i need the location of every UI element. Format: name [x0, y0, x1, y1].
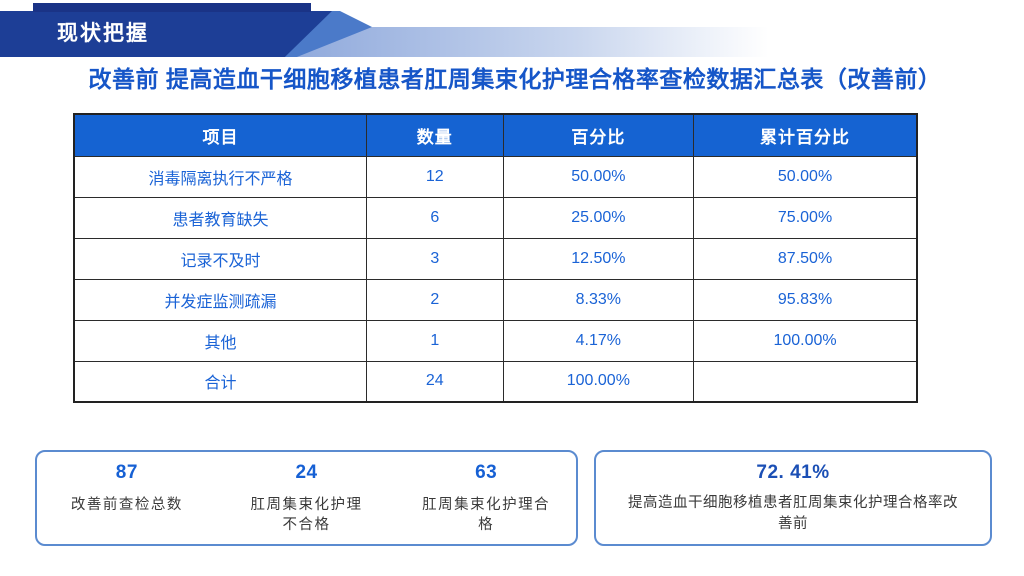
stat-label: 肛周集束化护理 不合格 [250, 497, 363, 534]
cell-cumulative: 100.00% [693, 319, 918, 362]
cell-percent: 12.50% [502, 237, 695, 280]
stat-card-unqualified: 24 肛周集束化护理 不合格 [217, 462, 397, 544]
stat-value: 63 [475, 462, 498, 483]
table-row: 并发症监测疏漏 2 8.33% 95.83% [73, 278, 918, 321]
section-header-label: 现状把握 [57, 22, 149, 45]
stat-label: 改善前查检总数 [70, 497, 183, 513]
cell-percent: 50.00% [502, 155, 695, 198]
column-header-item: 项目 [73, 113, 368, 157]
table-row: 其他 1 4.17% 100.00% [73, 319, 918, 362]
banner-top-strip [33, 3, 311, 12]
column-header-cumulative: 累计百分比 [693, 113, 918, 157]
cell-percent: 100.00% [502, 360, 695, 403]
banner-gradient-band [290, 27, 810, 57]
banner-navy-shape [0, 11, 332, 57]
column-header-count: 数量 [366, 113, 504, 157]
cell-count: 24 [366, 360, 504, 403]
stat-value: 24 [295, 462, 318, 483]
cell-item: 记录不及时 [73, 237, 368, 280]
column-header-percent: 百分比 [502, 113, 695, 157]
cell-cumulative: 75.00% [693, 196, 918, 239]
cell-percent: 25.00% [502, 196, 695, 239]
cell-count: 1 [366, 319, 504, 362]
cell-item: 其他 [73, 319, 368, 362]
cell-cumulative: 95.83% [693, 278, 918, 321]
page-title: 改善前 提高造血干细胞移植患者肛周集束化护理合格率查检数据汇总表（改善前） [88, 66, 942, 92]
cell-count: 3 [366, 237, 504, 280]
cell-count: 6 [366, 196, 504, 239]
cell-item: 并发症监测疏漏 [73, 278, 368, 321]
stats-summary-box: 87 改善前查检总数 24 肛周集束化护理 不合格 63 肛周集束化护理合 格 [35, 450, 578, 546]
stat-card-qualified: 63 肛周集束化护理合 格 [396, 462, 576, 544]
stat-label: 肛周集束化护理合 格 [422, 497, 551, 534]
cell-item: 消毒隔离执行不严格 [73, 155, 368, 198]
cell-count: 2 [366, 278, 504, 321]
cell-percent: 4.17% [502, 319, 695, 362]
qualification-rate-label: 提高造血干细胞移植患者肛周集束化护理合格率改 善前 [628, 495, 958, 533]
check-data-summary-table: 项目 数量 百分比 累计百分比 消毒隔离执行不严格 12 50.00% 50.0… [73, 113, 918, 403]
table-row-total: 合计 24 100.00% [73, 360, 918, 403]
qualification-rate-value: 72. 41% [756, 462, 830, 483]
table-row: 患者教育缺失 6 25.00% 75.00% [73, 196, 918, 239]
table-row: 记录不及时 3 12.50% 87.50% [73, 237, 918, 280]
cell-cumulative: 50.00% [693, 155, 918, 198]
qualification-rate-box: 72. 41% 提高造血干细胞移植患者肛周集束化护理合格率改 善前 [594, 450, 992, 546]
table-row: 消毒隔离执行不严格 12 50.00% 50.00% [73, 155, 918, 198]
cell-count: 12 [366, 155, 504, 198]
cell-item: 患者教育缺失 [73, 196, 368, 239]
cell-cumulative: 87.50% [693, 237, 918, 280]
table-header-row: 项目 数量 百分比 累计百分比 [73, 113, 918, 157]
cell-cumulative [693, 360, 918, 403]
cell-item: 合计 [73, 360, 368, 403]
cell-percent: 8.33% [502, 278, 695, 321]
stat-card-total-checks: 87 改善前查检总数 [37, 462, 217, 544]
stat-value: 87 [115, 462, 138, 483]
